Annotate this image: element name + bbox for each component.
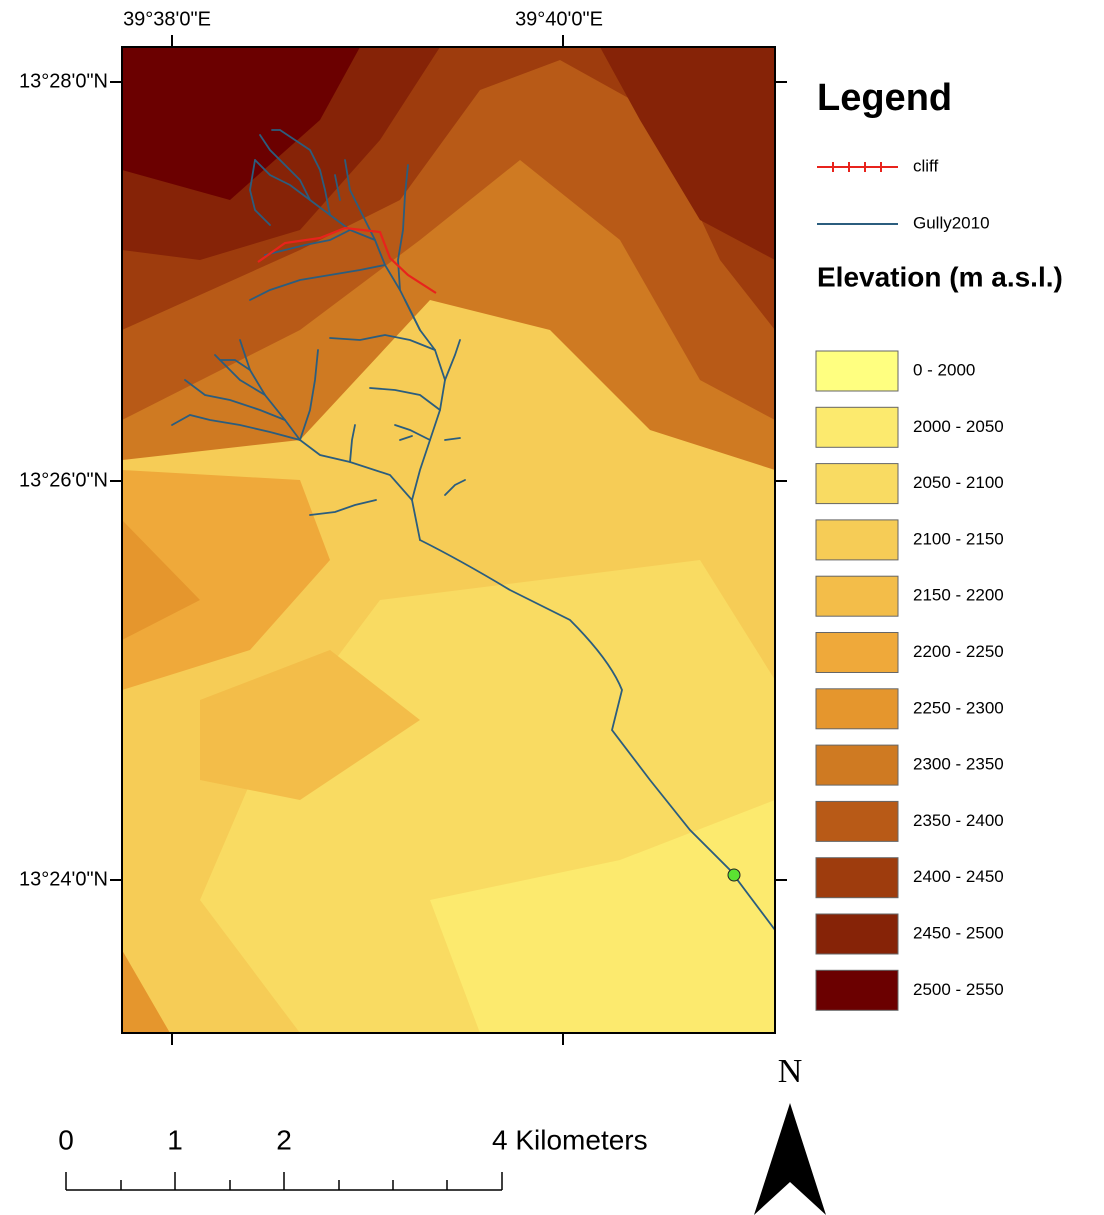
scale-label: 1 <box>167 1124 183 1155</box>
longitude-label: 39°40'0"E <box>515 8 603 30</box>
cliff-line <box>257 226 437 294</box>
gully-network <box>171 129 775 931</box>
elevation-zone <box>122 950 170 1033</box>
legend-class-label: 0 - 2000 <box>913 360 975 379</box>
legend-swatch <box>815 800 899 842</box>
elevation-zone <box>600 47 775 260</box>
legend-swatch <box>815 969 899 1011</box>
legend-swatch <box>815 688 899 730</box>
legend-class-label: 2000 - 2050 <box>913 417 1004 436</box>
elevation-zone <box>200 650 420 800</box>
legend-class-label: 2500 - 2550 <box>913 980 1004 999</box>
legend-swatch <box>815 519 899 561</box>
latitude-label: 13°28'0"N <box>19 70 108 92</box>
legend-class-label: 2350 - 2400 <box>913 811 1004 830</box>
elevation-zone <box>122 470 330 690</box>
legend-swatch <box>815 632 899 673</box>
legend-class-label: 2150 - 2200 <box>913 586 1004 605</box>
latitude-label: 13°26'0"N <box>19 469 108 491</box>
legend-title: Legend <box>817 77 952 119</box>
legend-swatch <box>815 744 899 786</box>
legend-entry: Gully2010 <box>913 213 990 232</box>
north-label: N <box>778 1053 803 1090</box>
legend-class-label: 2300 - 2350 <box>913 755 1004 774</box>
legend-swatch <box>815 575 899 617</box>
legend-entry: cliff <box>913 156 938 175</box>
legend-swatch <box>815 857 899 899</box>
elevation-raster <box>122 47 775 1033</box>
legend-class-label: 2450 - 2500 <box>913 923 1004 942</box>
legend-class-label: 2400 - 2450 <box>913 867 1004 886</box>
latitude-label: 13°24'0"N <box>19 868 108 890</box>
outlet-point <box>727 868 741 882</box>
legend-cliff-symbol <box>817 162 898 172</box>
scale-label: 4 Kilometers <box>492 1124 648 1155</box>
legend-swatch <box>815 350 899 392</box>
north-arrow <box>754 1103 826 1215</box>
legend-class-label: 2100 - 2150 <box>913 529 1004 548</box>
scale-bar <box>65 1172 503 1191</box>
elevation-classes: 0 - 2000 2000 - 2050 2050 - 2100 2100 - 215… <box>815 350 1004 1011</box>
legend-class-label: 2200 - 2250 <box>913 642 1004 661</box>
legend-subtitle: Elevation (m a.s.l.) <box>817 261 1063 292</box>
elevation-zone <box>122 520 200 640</box>
elevation-zone <box>430 800 775 1033</box>
graticule-ticks <box>110 35 787 1045</box>
map-frame <box>121 46 776 1034</box>
elevation-zone <box>122 47 360 200</box>
legend-class-label: 2250 - 2300 <box>913 698 1004 717</box>
legend-swatch <box>815 406 899 448</box>
legend-swatch <box>815 463 899 505</box>
legend-class-label: 2050 - 2100 <box>913 473 1004 492</box>
longitude-label: 39°38'0"E <box>123 8 211 30</box>
scale-label: 0 <box>58 1124 74 1155</box>
legend-swatch <box>815 913 899 955</box>
scale-label: 2 <box>276 1124 292 1155</box>
